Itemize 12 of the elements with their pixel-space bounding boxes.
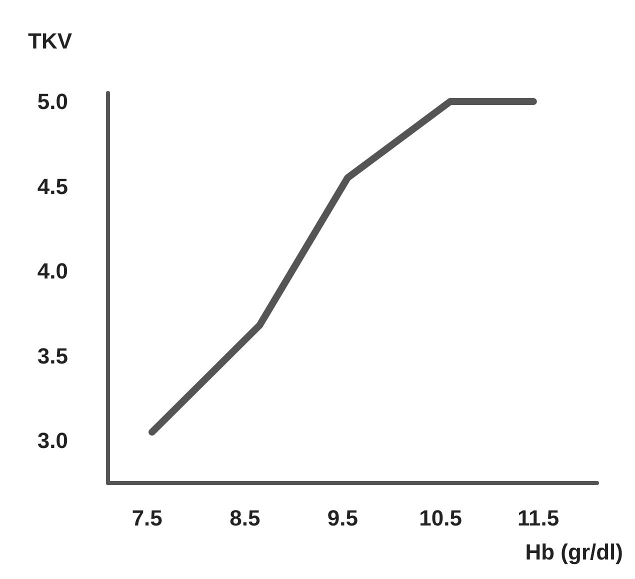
y-tick-label: 4.0 xyxy=(37,258,68,284)
x-tick-label: 10.5 xyxy=(419,506,462,530)
y-tick-label: 3.0 xyxy=(37,428,68,454)
x-tick-label: 11.5 xyxy=(518,506,560,530)
y-tick-label: 3.5 xyxy=(37,343,68,368)
x-tick-label: 7.5 xyxy=(132,506,162,530)
y-axis-title: TKV xyxy=(28,28,72,54)
x-tick-label: 8.5 xyxy=(230,506,260,530)
y-tick-label: 4.5 xyxy=(37,174,68,199)
x-axis-title: Hb (gr/dl) xyxy=(525,540,624,564)
y-tick-label: 5.0 xyxy=(37,88,68,114)
x-tick-label: 9.5 xyxy=(327,506,358,530)
